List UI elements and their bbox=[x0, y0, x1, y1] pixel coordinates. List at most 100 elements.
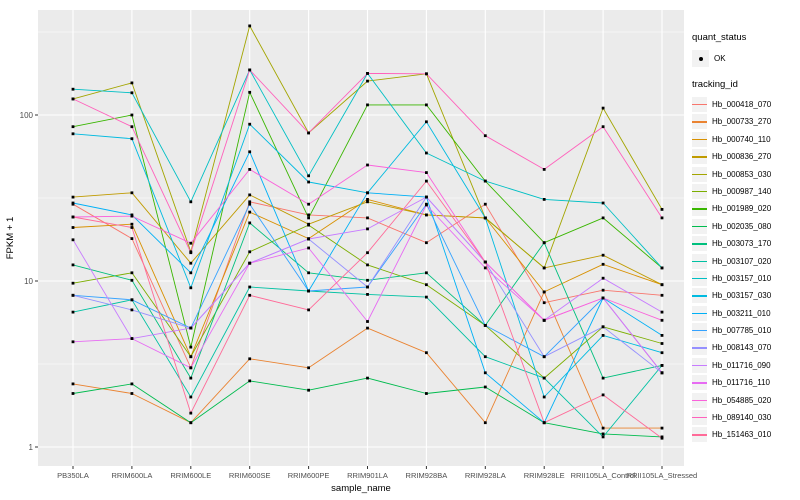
y-axis-title: FPKM + 1 bbox=[5, 217, 16, 260]
data-point-marker bbox=[307, 366, 310, 370]
data-point-marker bbox=[307, 202, 310, 206]
legend-key-swatch bbox=[692, 375, 707, 391]
legend-key-swatch bbox=[692, 97, 707, 112]
legend-key-swatch bbox=[692, 114, 707, 130]
tracking-id-items: Hb_000418_070 Hb_000733_270 Hb_000740_110 H… bbox=[692, 97, 798, 443]
data-point-marker bbox=[366, 285, 369, 289]
legend-item-label: Hb_000987_140 bbox=[712, 186, 772, 196]
data-point-marker bbox=[425, 151, 428, 155]
data-point-marker bbox=[601, 276, 605, 280]
legend-item: Hb_011716_110 bbox=[692, 375, 798, 391]
data-point-marker bbox=[425, 241, 428, 245]
legend-item-label: Hb_001989_020 bbox=[712, 204, 772, 214]
data-point-marker bbox=[366, 163, 369, 167]
legend-key-swatch bbox=[692, 410, 707, 426]
data-point-marker bbox=[248, 379, 252, 383]
data-point-marker bbox=[307, 308, 310, 312]
data-point-marker bbox=[130, 137, 134, 141]
data-point-marker bbox=[601, 125, 605, 129]
data-point-marker bbox=[248, 24, 252, 28]
y-tick-label: 1 bbox=[29, 443, 34, 452]
data-point-marker bbox=[601, 435, 605, 439]
data-point-marker bbox=[366, 216, 369, 220]
legend-key-swatch bbox=[692, 305, 707, 321]
data-point-marker bbox=[542, 241, 546, 245]
legend-key-swatch bbox=[692, 270, 707, 286]
data-point-marker bbox=[425, 195, 428, 199]
data-point-marker bbox=[71, 310, 75, 314]
data-point-marker bbox=[71, 132, 75, 136]
data-point-marker bbox=[366, 293, 369, 296]
data-point-marker bbox=[366, 278, 369, 282]
legend-line-icon bbox=[692, 208, 707, 210]
legend-line-icon bbox=[692, 260, 707, 262]
legend-title-tracking-id: tracking_id bbox=[692, 79, 738, 90]
legend-line-icon bbox=[692, 330, 707, 332]
data-point-marker bbox=[425, 392, 428, 395]
legend-line-icon bbox=[692, 295, 707, 297]
data-point-marker bbox=[307, 180, 310, 184]
data-point-marker bbox=[483, 179, 487, 183]
data-point-marker bbox=[307, 289, 310, 293]
data-point-marker bbox=[483, 202, 487, 206]
data-point-marker bbox=[366, 198, 369, 201]
data-point-marker bbox=[542, 355, 546, 359]
data-point-marker bbox=[307, 174, 310, 178]
legend-key-swatch bbox=[692, 201, 707, 217]
legend-title-quant-status: quant_status bbox=[692, 32, 747, 43]
data-point-marker bbox=[189, 286, 193, 290]
legend-item: Hb_003211_010 bbox=[692, 305, 798, 321]
x-tick-label: RRII105LA_Control bbox=[571, 471, 636, 480]
data-point-marker bbox=[130, 214, 134, 218]
data-point-marker bbox=[366, 72, 369, 75]
data-point-marker bbox=[425, 295, 428, 299]
data-point-marker bbox=[366, 263, 369, 267]
legend-item-label: Hb_003157_010 bbox=[712, 273, 772, 283]
legend-key-swatch bbox=[692, 166, 707, 182]
data-point-marker bbox=[366, 227, 369, 231]
data-point-marker bbox=[248, 150, 252, 154]
data-point-marker bbox=[601, 334, 605, 337]
legend-key-swatch bbox=[692, 253, 707, 269]
legend-line-icon bbox=[692, 347, 707, 349]
data-point-marker bbox=[248, 285, 252, 289]
data-point-marker bbox=[660, 351, 664, 355]
data-point-marker bbox=[248, 90, 252, 94]
legend-item-label: Hb_003157_030 bbox=[712, 291, 772, 301]
data-point-marker bbox=[660, 310, 664, 314]
legend-line-icon bbox=[692, 434, 707, 436]
legend-line-icon bbox=[692, 312, 707, 315]
data-point-marker bbox=[425, 120, 428, 124]
data-point-marker bbox=[307, 213, 310, 217]
data-point-marker bbox=[189, 326, 193, 330]
data-point-marker bbox=[425, 203, 428, 207]
data-point-marker bbox=[483, 266, 487, 270]
data-point-marker bbox=[189, 366, 193, 370]
data-point-marker bbox=[71, 87, 75, 91]
data-point-marker bbox=[71, 263, 75, 267]
data-point-marker bbox=[660, 364, 664, 367]
data-point-marker bbox=[307, 271, 310, 275]
legend-item: Hb_001989_020 bbox=[692, 201, 798, 217]
legend-line-icon bbox=[692, 364, 707, 367]
x-tick-label: RRIM928LA bbox=[465, 471, 506, 480]
legend-item: Hb_000836_270 bbox=[692, 149, 798, 165]
legend-item: Hb_000418_070 bbox=[692, 97, 798, 112]
data-point-marker bbox=[130, 91, 134, 95]
data-point-marker bbox=[130, 113, 134, 117]
data-point-marker bbox=[366, 376, 369, 380]
data-point-marker bbox=[189, 376, 193, 380]
legend-item-label: Hb_000418_070 bbox=[712, 100, 772, 109]
data-point-marker bbox=[130, 271, 134, 275]
data-point-marker bbox=[483, 421, 487, 425]
data-point-marker bbox=[130, 222, 134, 226]
legend-item-label: Hb_000836_270 bbox=[712, 152, 772, 162]
legend-line-icon bbox=[692, 138, 707, 141]
data-point-marker bbox=[248, 122, 252, 126]
legend-item-label: Hb_003073_170 bbox=[712, 239, 772, 249]
legend-item: Hb_003157_030 bbox=[692, 288, 798, 304]
legend-panel: quant_status OK tracking_id Hb_000418_07… bbox=[692, 26, 798, 445]
legend-item: Hb_000740_110 bbox=[692, 131, 798, 147]
data-point-marker bbox=[71, 201, 75, 205]
